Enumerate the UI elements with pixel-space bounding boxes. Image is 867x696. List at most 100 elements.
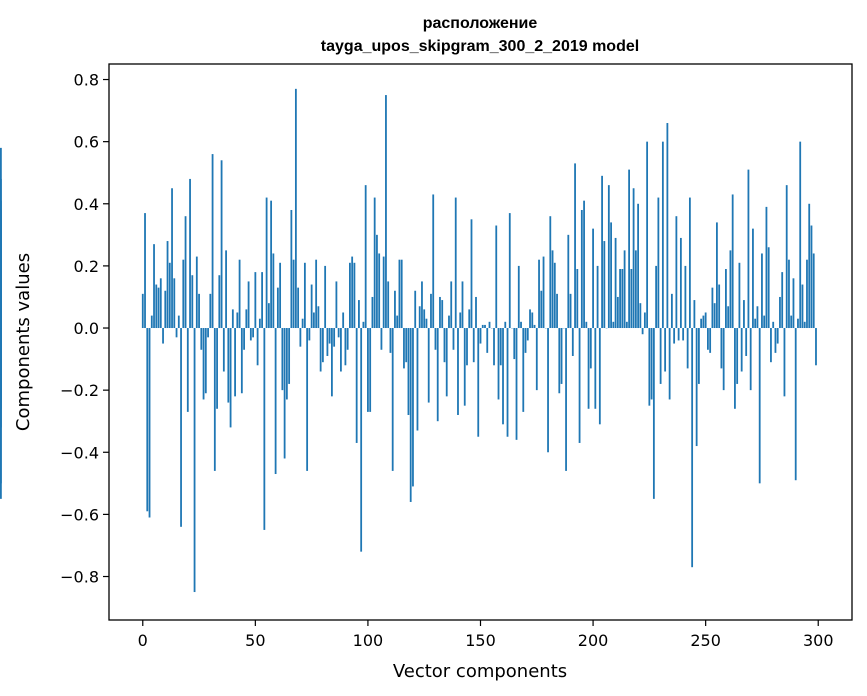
bar-49 [252,328,254,338]
bar-279 [770,328,772,363]
bar-24 [195,256,198,329]
bar-295 [806,259,808,329]
bar-184 [556,293,558,329]
bar-273 [756,306,759,329]
bar-244 [691,328,694,568]
bar-214 [623,250,626,329]
bar-153 [486,328,489,353]
bar-141 [459,312,462,329]
bar-176 [538,259,540,329]
bar-5 [153,244,155,329]
bar-129 [432,194,435,329]
bar-166 [515,328,518,440]
x-tick-label: 100 [353,631,384,650]
bar-83 [328,328,331,344]
x-axis-label: Vector components [393,661,567,682]
bar-289 [792,278,795,329]
bar-286 [785,185,788,329]
bar-162 [506,328,509,437]
bar-50 [254,272,257,329]
bar-100 [367,328,369,412]
bar-278 [767,247,770,329]
x-tick-label: 50 [245,631,265,650]
bar-271 [752,228,754,329]
bar-21 [189,178,191,329]
bar-31 [211,154,214,329]
bar-157 [495,225,498,329]
y-tick-label: −0.8 [60,568,99,587]
bar-276 [763,315,766,329]
bar-7 [157,287,160,329]
bar-3 [148,328,151,518]
bar-232 [664,328,667,372]
bar-82 [326,328,329,356]
bar-264 [736,328,739,384]
bar-282 [776,328,779,344]
y-tick-label: 0.0 [74,319,99,338]
bar-59 [274,328,277,475]
bar-190 [569,293,572,329]
bar-218 [632,188,635,329]
bar-series [0,88,817,593]
bar-148 [475,296,477,329]
bar-277 [765,206,768,329]
bar-76 [312,312,315,329]
bar-219 [634,250,637,329]
bar-52 [258,318,261,329]
bar-84 [331,328,333,397]
bar-256 [718,284,721,329]
bar-117 [405,328,408,363]
bar-46 [245,309,248,329]
bar-105 [378,253,381,329]
x-tick-label: 200 [578,631,609,650]
bar-200 [592,228,594,329]
bar-284 [781,272,784,329]
chart-title: расположение [423,15,538,32]
bar-180 [547,328,549,453]
bar-260 [727,306,730,329]
bar-283 [779,296,781,329]
bar-266 [740,328,743,372]
bar-73 [306,328,309,471]
bar-28 [204,328,207,394]
bar-240 [682,328,685,341]
bar-58 [272,253,275,329]
bar-257 [720,328,723,369]
bar-94 [353,262,356,329]
bar-201 [594,328,597,409]
bar-254 [713,303,716,329]
bar-undefined [0,259,2,329]
bar-203 [598,328,601,425]
bar-88 [340,328,342,372]
bar-107 [382,256,385,329]
bar-10 [164,290,167,329]
bar-93 [351,256,354,329]
bar-248 [700,318,703,329]
bar-270 [749,328,752,391]
bar-154 [488,321,491,329]
bar-226 [650,328,653,400]
bar-135 [445,328,448,397]
bar-174 [533,324,536,329]
bar-6 [155,284,158,329]
bar-296 [808,203,811,329]
bar-182 [551,250,554,329]
bar-175 [535,328,538,391]
bar-217 [630,269,633,329]
y-tick-label: 0.4 [74,195,99,214]
bar-249 [702,315,705,329]
chart-subtitle: tayga_upos_skipgram_300_2_2019 model [321,38,639,55]
bar-90 [344,328,347,366]
bar-207 [607,185,610,329]
bar-183 [553,262,556,329]
bar-118 [407,328,410,415]
bar-133 [441,300,444,329]
bar-281 [774,328,777,353]
bar-108 [385,95,387,329]
bar-109 [387,281,390,329]
bar-25 [198,293,200,329]
bar-261 [729,250,732,329]
bar-53 [261,272,263,329]
bar-147 [472,328,475,363]
bar-263 [734,328,736,409]
